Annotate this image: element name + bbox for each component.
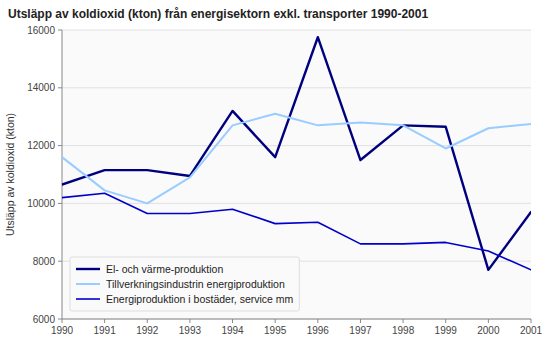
x-tick — [445, 319, 446, 323]
plot-background — [62, 30, 531, 319]
legend-label: Tillverkningsindustrin energiproduktion — [106, 278, 285, 290]
grid — [62, 30, 531, 319]
x-tick — [488, 319, 489, 323]
y-tick-label: 6000 — [33, 314, 56, 325]
y-axis — [62, 30, 63, 319]
x-tick-label: 1994 — [221, 325, 244, 336]
x-tick — [104, 319, 105, 323]
y-tick — [58, 145, 62, 146]
x-tick-label: 1990 — [51, 325, 74, 336]
x-tick — [403, 319, 404, 323]
legend-swatch — [76, 298, 100, 300]
title: Utsläpp av koldioxid (kton) från energis… — [8, 7, 428, 21]
chart-svg: Utsläpp av koldioxid (kton) från energis… — [0, 0, 547, 345]
x-tick-label: 1998 — [392, 325, 415, 336]
legend-background — [70, 257, 299, 311]
x-tick-label: 1996 — [307, 325, 330, 336]
x-tick-label: 1995 — [264, 325, 287, 336]
x-tick — [62, 319, 63, 323]
legend-label: Energiproduktion i bostäder, service mm — [106, 293, 294, 305]
legend-label: El- och värme-produktion — [106, 263, 223, 275]
grid-line — [62, 319, 531, 320]
y-tick-label: 16000 — [27, 25, 55, 36]
grid-line — [62, 87, 531, 88]
x-tick — [360, 319, 361, 323]
x-tick — [232, 319, 233, 323]
x-tick-label: 1999 — [435, 325, 458, 336]
legend-swatch — [76, 283, 100, 285]
x-tick — [531, 319, 532, 323]
grid-line — [62, 145, 531, 146]
x-tick-label: 1992 — [136, 325, 159, 336]
y-tick — [58, 203, 62, 204]
x-tick-label: 2001 — [520, 325, 543, 336]
y-tick — [58, 319, 62, 320]
series-line — [62, 114, 531, 204]
y-tick — [58, 30, 62, 31]
series-group — [62, 37, 531, 270]
y-tick-label: 8000 — [33, 256, 56, 267]
series-line — [62, 37, 531, 270]
chart-container: Utsläpp av koldioxid (kton) från energis… — [0, 0, 547, 345]
y-tick-label: 10000 — [27, 198, 55, 209]
x-tick-label: 1997 — [349, 325, 372, 336]
y-tick — [58, 87, 62, 88]
x-tick — [317, 319, 318, 323]
legend: El- och värme-produktion Tillverkningsind… — [70, 257, 299, 311]
x-tick — [147, 319, 148, 323]
x-axis — [62, 319, 531, 320]
x-tick-label: 1993 — [179, 325, 202, 336]
x-tick-label: 1991 — [94, 325, 117, 336]
grid-line — [62, 203, 531, 204]
grid-line — [62, 30, 531, 31]
x-tick-label: 2000 — [477, 325, 500, 336]
x-tick — [275, 319, 276, 323]
y-tick-label: 14000 — [27, 82, 55, 93]
y-tick — [58, 261, 62, 262]
y-axis-label: Utsläpp av koldioxid (kton) — [4, 113, 16, 236]
legend-swatch — [76, 268, 100, 270]
y-tick-label: 12000 — [27, 140, 55, 151]
x-tick — [189, 319, 190, 323]
